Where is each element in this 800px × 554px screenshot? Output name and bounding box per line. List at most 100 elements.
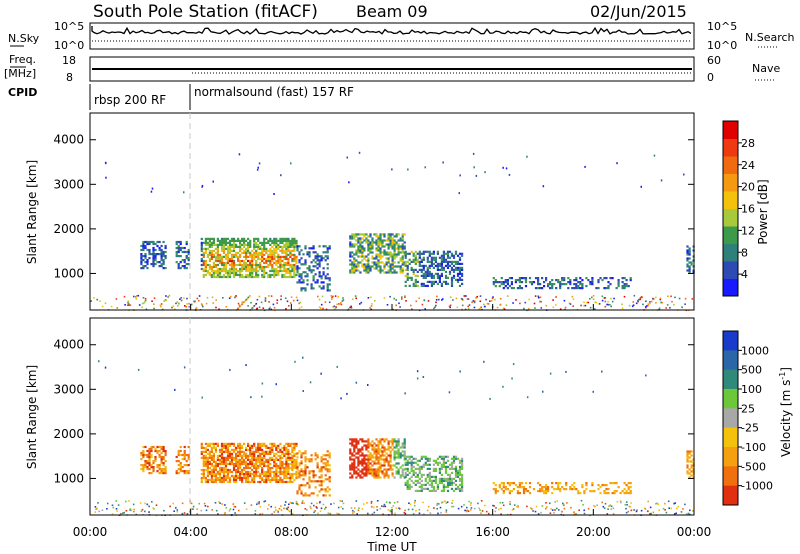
echo-cell (283, 237, 286, 240)
echo-cell (269, 480, 272, 484)
noise-cell (285, 507, 288, 510)
colorbar-swatch (723, 191, 738, 209)
sparse-cell (256, 168, 259, 171)
echo-cell (367, 239, 370, 242)
echo-cell (187, 464, 190, 467)
echo-cell (686, 251, 689, 254)
echo-cell (287, 249, 290, 252)
echo-cell (623, 482, 626, 485)
echo-cell (285, 458, 288, 461)
echo-cell (144, 462, 147, 465)
echo-cell (239, 462, 242, 466)
echo-cell (164, 449, 167, 453)
echo-cell (621, 287, 624, 290)
echo-cell (617, 281, 620, 284)
echo-cell (383, 464, 386, 467)
echo-cell (281, 249, 284, 252)
echo-cell (312, 251, 315, 254)
noise-cell (441, 299, 443, 301)
echo-cell (152, 257, 155, 260)
echo-cell (690, 464, 693, 467)
noise-cell (625, 507, 627, 510)
echo-cell (393, 247, 396, 250)
echo-cell (365, 472, 368, 475)
echo-cell (403, 450, 406, 453)
sparse-cell (302, 390, 304, 392)
colorbar-swatch (723, 447, 738, 467)
echo-cell (377, 452, 380, 455)
noise-cell (499, 303, 502, 306)
echo-cell (373, 442, 376, 445)
noise-cell (342, 507, 344, 510)
echo-cell (156, 466, 159, 469)
echo-cell (293, 239, 296, 242)
noise-cell (110, 305, 113, 308)
noise-cell (667, 295, 669, 298)
echo-cell (257, 257, 260, 261)
noise-cell (483, 303, 485, 306)
echo-cell (450, 457, 454, 460)
echo-cell (320, 257, 323, 260)
echo-cell (461, 457, 464, 460)
echo-cell (393, 438, 396, 441)
echo-cell (302, 474, 305, 477)
echo-cell (295, 261, 298, 265)
noise-cell (427, 505, 430, 508)
echo-cell (454, 268, 458, 271)
echo-cell (414, 262, 417, 265)
echo-cell (393, 271, 396, 274)
noise-cell (537, 295, 540, 298)
echo-cell (187, 257, 190, 260)
echo-cell (322, 285, 325, 288)
echo-cell (613, 492, 616, 495)
noise-cell (160, 303, 163, 305)
echo-cell (365, 474, 368, 477)
echo-cell (686, 470, 689, 473)
echo-cell (154, 458, 157, 461)
echo-cell (216, 478, 219, 482)
echo-cell (383, 438, 386, 441)
echo-cell (410, 455, 413, 458)
echo-cell (389, 269, 392, 272)
echo-cell (202, 253, 205, 256)
echo-cell (230, 448, 234, 451)
echo-cell (428, 457, 431, 460)
noise-cell (583, 509, 585, 512)
echo-cell (446, 256, 450, 259)
noise-cell (111, 504, 114, 507)
echo-cell (228, 468, 232, 472)
echo-cell (253, 470, 256, 474)
echo-cell (271, 456, 274, 459)
echo-cell (202, 476, 205, 480)
echo-cell (353, 267, 356, 270)
echo-cell (434, 459, 437, 462)
echo-cell (267, 452, 270, 455)
noise-cell (559, 308, 562, 310)
echo-cell (202, 456, 205, 459)
echo-cell (281, 460, 284, 463)
noise-cell (509, 500, 511, 503)
echo-cell (385, 474, 388, 477)
echo-cell (551, 287, 554, 290)
echo-cell (257, 442, 260, 445)
noise-cell (466, 298, 469, 300)
echo-cell (355, 267, 358, 270)
echo-cell (559, 285, 562, 288)
echo-cell (627, 285, 630, 288)
echo-cell (185, 470, 188, 473)
echo-cell (241, 259, 244, 263)
echo-cell (438, 481, 441, 484)
echo-cell (377, 456, 380, 459)
echo-cell (152, 445, 155, 449)
echo-cell (316, 281, 319, 284)
echo-cell (237, 273, 240, 277)
echo-cell (226, 472, 230, 476)
echo-cell (456, 487, 460, 490)
noise-cell (468, 304, 471, 306)
echo-cell (539, 283, 542, 286)
echo-cell (177, 263, 180, 266)
echo-cell (436, 282, 439, 285)
echo-cell (623, 287, 626, 290)
echo-cell (216, 470, 219, 474)
echo-cell (397, 253, 400, 256)
